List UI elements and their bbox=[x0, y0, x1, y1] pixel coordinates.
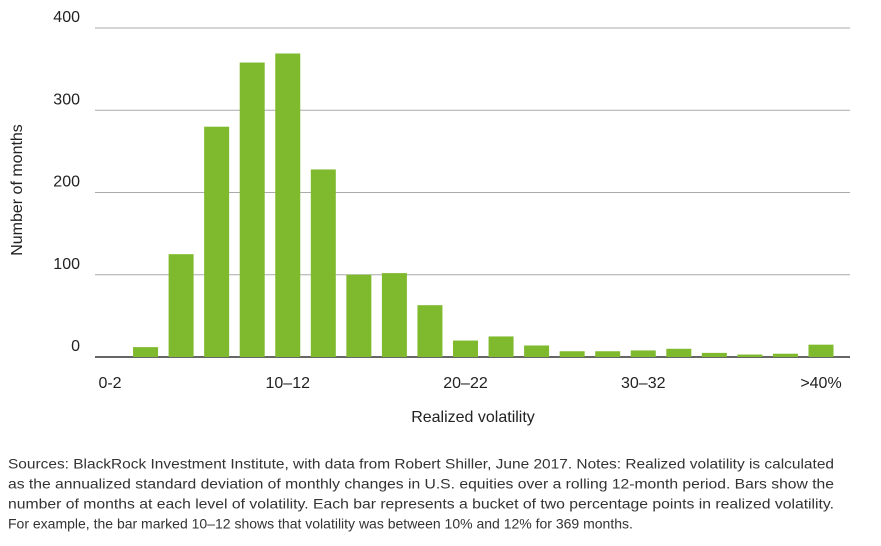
note: number of months at each level of volati… bbox=[8, 496, 834, 512]
note: as the annualized standard deviation of … bbox=[8, 476, 834, 492]
x-tick-label: 20–22 bbox=[443, 375, 488, 392]
y-tick-label: 300 bbox=[53, 91, 80, 108]
bar bbox=[310, 169, 336, 357]
note: For example, the bar marked 10–12 shows … bbox=[8, 516, 633, 532]
bar bbox=[630, 350, 656, 357]
bar bbox=[524, 345, 550, 357]
bar bbox=[239, 62, 265, 358]
bar bbox=[701, 352, 727, 357]
bar bbox=[204, 126, 230, 357]
x-tick-label: 10–12 bbox=[266, 375, 311, 392]
bar bbox=[808, 344, 834, 357]
bar bbox=[559, 351, 585, 357]
bar bbox=[133, 347, 159, 357]
y-tick-label: 200 bbox=[53, 174, 80, 191]
bar bbox=[772, 353, 798, 357]
x-tick-label: >40% bbox=[800, 375, 841, 392]
x-axis-label: Realized volatility bbox=[411, 409, 535, 426]
y-tick-label: 400 bbox=[53, 9, 80, 26]
bar bbox=[737, 354, 763, 357]
y-tick-label: 0 bbox=[71, 338, 80, 355]
note: Sources: BlackRock Investment Institute,… bbox=[8, 456, 834, 472]
bar bbox=[275, 53, 301, 358]
bar bbox=[168, 254, 194, 357]
bar bbox=[488, 336, 514, 357]
bar bbox=[666, 348, 692, 357]
bar bbox=[595, 351, 621, 357]
x-tick-label: 30–32 bbox=[621, 375, 666, 392]
bar bbox=[453, 340, 478, 357]
bar bbox=[417, 305, 443, 357]
bar bbox=[381, 273, 407, 357]
bar bbox=[346, 274, 372, 357]
y-axis-label: Number of months bbox=[9, 124, 26, 256]
x-tick-label: 0-2 bbox=[98, 375, 121, 392]
y-tick-label: 100 bbox=[53, 256, 80, 273]
